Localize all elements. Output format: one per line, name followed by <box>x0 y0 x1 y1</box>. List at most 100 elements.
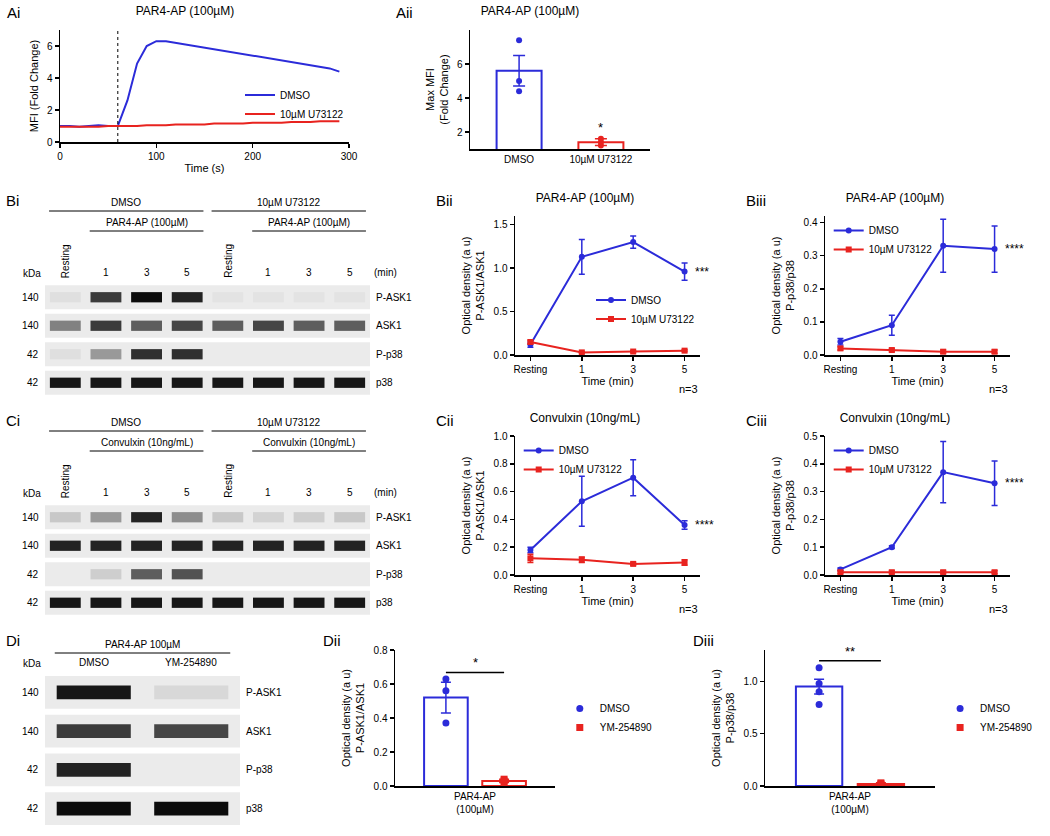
svg-text:Resting: Resting <box>513 584 547 595</box>
svg-text:1: 1 <box>265 487 271 498</box>
svg-text:kDa: kDa <box>23 658 41 669</box>
svg-text:5: 5 <box>184 267 190 278</box>
svg-text:4: 4 <box>457 93 463 104</box>
svg-text:Time (min): Time (min) <box>891 595 943 607</box>
svg-text:0.2: 0.2 <box>494 542 508 553</box>
svg-text:PAR4-AP (100µM): PAR4-AP (100µM) <box>481 4 580 18</box>
svg-text:P-ASK1: P-ASK1 <box>376 292 412 303</box>
svg-text:1.5: 1.5 <box>494 219 508 230</box>
svg-text:Diii: Diii <box>693 632 714 649</box>
svg-text:6: 6 <box>47 41 53 52</box>
svg-text:Time (s): Time (s) <box>185 162 225 174</box>
svg-text:1: 1 <box>103 487 109 498</box>
svg-text:Optical density (a u)P-p38/p38: Optical density (a u)P-p38/p38 <box>710 669 736 767</box>
svg-text:Optical density (a u)P-ASK1/AS: Optical density (a u)P-ASK1/ASK1 <box>460 457 486 555</box>
svg-text:***: *** <box>695 265 709 279</box>
svg-text:DMSO: DMSO <box>559 445 589 456</box>
svg-text:0.4: 0.4 <box>494 514 508 525</box>
svg-text:Resting: Resting <box>223 464 234 498</box>
svg-text:0.8: 0.8 <box>374 645 388 656</box>
svg-text:Di: Di <box>6 632 20 649</box>
svg-text:Convulxin (10ng/mL): Convulxin (10ng/mL) <box>263 437 355 448</box>
svg-text:0.3: 0.3 <box>804 250 818 261</box>
svg-text:42: 42 <box>27 764 39 775</box>
svg-text:kDa: kDa <box>23 268 41 279</box>
svg-text:1.0: 1.0 <box>744 676 758 687</box>
svg-text:YM-254890: YM-254890 <box>980 722 1032 733</box>
svg-text:5: 5 <box>184 487 190 498</box>
svg-text:10µM U73122: 10µM U73122 <box>559 464 622 475</box>
svg-text:1: 1 <box>265 267 271 278</box>
svg-text:0: 0 <box>57 151 63 162</box>
svg-text:Resting: Resting <box>823 364 857 375</box>
svg-text:DMSO: DMSO <box>631 295 661 306</box>
svg-text:10µM U73122: 10µM U73122 <box>569 154 632 165</box>
svg-text:0.0: 0.0 <box>494 350 508 361</box>
svg-text:0.5: 0.5 <box>744 728 758 739</box>
svg-text:P-ASK1: P-ASK1 <box>246 687 282 698</box>
svg-text:PAR4-AP (100µM): PAR4-AP (100µM) <box>268 217 350 228</box>
svg-text:p38: p38 <box>246 803 263 814</box>
svg-text:0.2: 0.2 <box>804 283 818 294</box>
svg-text:Ciii: Ciii <box>746 412 767 429</box>
svg-text:Bi: Bi <box>6 192 19 209</box>
svg-text:Convulxin (10ng/mL): Convulxin (10ng/mL) <box>101 437 193 448</box>
svg-text:3: 3 <box>630 364 636 375</box>
svg-text:42: 42 <box>27 349 39 360</box>
svg-text:0.0: 0.0 <box>374 781 388 792</box>
svg-text:0.0: 0.0 <box>494 570 508 581</box>
svg-text:Resting: Resting <box>223 244 234 278</box>
svg-text:42: 42 <box>27 569 39 580</box>
svg-text:1: 1 <box>579 364 585 375</box>
svg-text:0.6: 0.6 <box>374 679 388 690</box>
svg-text:2: 2 <box>47 105 53 116</box>
svg-text:Resting: Resting <box>60 244 71 278</box>
svg-text:Optical density (a u)P-ASK1/AS: Optical density (a u)P-ASK1/ASK1 <box>340 669 366 767</box>
svg-text:1: 1 <box>579 584 585 595</box>
svg-text:0.0: 0.0 <box>804 350 818 361</box>
svg-text:0.5: 0.5 <box>494 306 508 317</box>
svg-text:140: 140 <box>22 292 39 303</box>
svg-text:1.0: 1.0 <box>494 431 508 442</box>
svg-text:PAR4-AP(100µM): PAR4-AP(100µM) <box>454 791 496 815</box>
svg-text:****: **** <box>695 518 714 532</box>
svg-text:Convulxin (10ng/mL): Convulxin (10ng/mL) <box>530 411 641 425</box>
svg-text:(min): (min) <box>374 267 397 278</box>
svg-text:PAR4-AP (100µM): PAR4-AP (100µM) <box>106 217 188 228</box>
svg-text:YM-254890: YM-254890 <box>165 657 217 668</box>
svg-text:Time (min): Time (min) <box>891 375 943 387</box>
svg-text:ASK1: ASK1 <box>376 320 402 331</box>
svg-text:*: * <box>473 655 478 670</box>
svg-text:PAR4-AP (100µM): PAR4-AP (100µM) <box>536 191 635 205</box>
svg-text:PAR4-AP 100µM: PAR4-AP 100µM <box>105 639 180 650</box>
svg-text:10µM U73122: 10µM U73122 <box>257 197 320 208</box>
svg-text:0.2: 0.2 <box>374 747 388 758</box>
svg-text:PAR4-AP (100µM): PAR4-AP (100µM) <box>846 191 945 205</box>
svg-text:DMSO: DMSO <box>869 445 899 456</box>
svg-text:Resting: Resting <box>823 584 857 595</box>
svg-text:0.0: 0.0 <box>744 781 758 792</box>
svg-text:****: **** <box>1005 476 1024 490</box>
svg-text:p38: p38 <box>376 377 393 388</box>
svg-text:42: 42 <box>27 597 39 608</box>
svg-text:5: 5 <box>347 487 353 498</box>
svg-text:3: 3 <box>144 487 150 498</box>
svg-text:kDa: kDa <box>23 488 41 499</box>
svg-text:3: 3 <box>630 584 636 595</box>
svg-text:2: 2 <box>457 127 463 138</box>
svg-text:MFI (Fold Change): MFI (Fold Change) <box>28 40 40 132</box>
svg-text:0.5: 0.5 <box>804 431 818 442</box>
svg-text:DMSO: DMSO <box>79 657 109 668</box>
svg-text:Max MFI(Fold Change): Max MFI(Fold Change) <box>424 54 450 124</box>
svg-text:p38: p38 <box>376 597 393 608</box>
svg-text:Optical density (a u)P-p38/p38: Optical density (a u)P-p38/p38 <box>770 457 796 555</box>
svg-text:200: 200 <box>244 151 261 162</box>
svg-text:3: 3 <box>940 364 946 375</box>
svg-text:10µM U73122: 10µM U73122 <box>869 244 932 255</box>
svg-text:5: 5 <box>992 364 998 375</box>
svg-text:3: 3 <box>144 267 150 278</box>
svg-text:*: * <box>598 120 603 135</box>
svg-text:P-ASK1: P-ASK1 <box>376 512 412 523</box>
svg-text:4: 4 <box>47 73 53 84</box>
svg-text:0.8: 0.8 <box>494 458 508 469</box>
